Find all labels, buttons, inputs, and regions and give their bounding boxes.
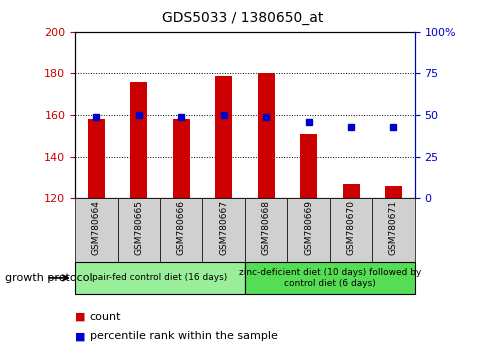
Text: GSM780666: GSM780666	[176, 200, 185, 255]
Text: ■: ■	[75, 331, 86, 341]
Text: percentile rank within the sample: percentile rank within the sample	[90, 331, 277, 341]
Bar	[130, 82, 147, 198]
Text: ■: ■	[75, 312, 86, 322]
Bar	[117, 198, 160, 262]
Text: GSM780664: GSM780664	[91, 200, 101, 255]
Text: pair-fed control diet (16 days): pair-fed control diet (16 days)	[92, 273, 227, 282]
Text: GSM780665: GSM780665	[134, 200, 143, 255]
Text: GSM780669: GSM780669	[303, 200, 313, 255]
Bar	[372, 198, 414, 262]
Text: zinc-deficient diet (10 days) followed by
control diet (6 days): zinc-deficient diet (10 days) followed b…	[238, 268, 420, 287]
Text: growth protocol: growth protocol	[5, 273, 92, 283]
Bar	[329, 198, 372, 262]
Bar	[75, 262, 244, 294]
Bar	[300, 134, 317, 198]
Bar	[172, 119, 189, 198]
Bar	[244, 262, 414, 294]
Text: GSM780668: GSM780668	[261, 200, 270, 255]
Bar	[160, 198, 202, 262]
Bar	[215, 75, 232, 198]
Bar	[287, 198, 329, 262]
Text: GSM780670: GSM780670	[346, 200, 355, 255]
Bar	[202, 198, 244, 262]
Bar	[257, 73, 274, 198]
Bar	[342, 184, 359, 198]
Bar	[244, 198, 287, 262]
Bar	[75, 198, 117, 262]
Text: GDS5033 / 1380650_at: GDS5033 / 1380650_at	[162, 11, 322, 25]
Text: count: count	[90, 312, 121, 322]
Text: GSM780667: GSM780667	[219, 200, 228, 255]
Text: GSM780671: GSM780671	[388, 200, 397, 255]
Bar	[384, 186, 401, 198]
Bar	[88, 119, 105, 198]
